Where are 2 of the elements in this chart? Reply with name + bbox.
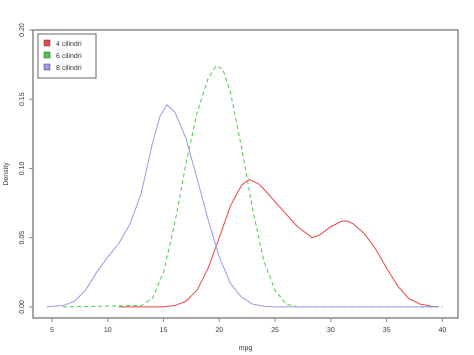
line-series: [118, 179, 440, 308]
line-series: [46, 104, 440, 308]
